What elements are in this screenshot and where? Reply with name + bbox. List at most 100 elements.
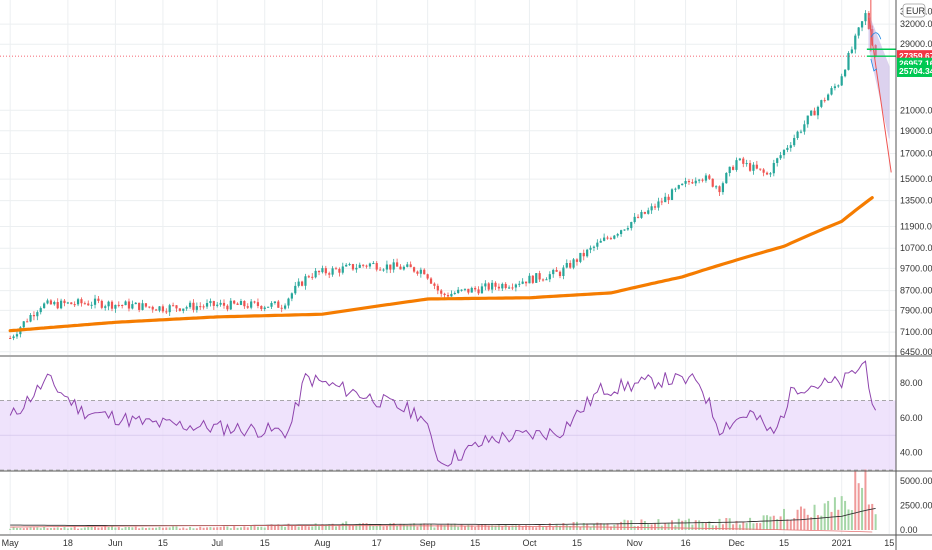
candle-body [487,283,490,290]
candle-body [813,110,816,116]
candle-body [131,304,134,309]
candle-body [192,302,195,310]
candle-body [277,301,280,308]
candle-body [345,264,348,267]
candle-body [463,288,467,290]
candle-body [572,259,575,268]
candle-body [715,186,718,188]
volume-tick-label: 2500.00 [900,500,932,510]
candle-body [477,289,480,294]
candle-body [250,301,253,308]
candle-body [511,287,514,289]
candle-body [728,166,731,173]
time-tick-label: 15 [470,538,480,548]
candle-body [304,276,307,286]
candle-body [755,164,758,169]
candle-body [850,49,853,53]
candle-body [779,155,782,159]
time-tick-label: 16 [681,538,691,548]
candle-body [395,262,399,267]
moving-average-line [8,196,874,333]
candle-body [772,162,775,174]
candle-body [565,262,568,268]
candle-body [151,306,154,310]
price-tick-label: 15000.00 [900,174,932,184]
candle-body [579,252,582,262]
candle-body [365,265,368,267]
price-axes[interactable]: 32000.00 29000.00 21000.00 19000.00 17000.00… [900,3,932,535]
candle-body [46,300,49,304]
price-tick-label: 7900.00 [900,305,932,315]
candle-body [348,264,351,266]
rsi-line [9,360,877,467]
current-price-label: 27359.67 [899,51,932,61]
candle-body [687,181,691,183]
candle-body [182,308,185,311]
candle-body [830,88,833,95]
candle-body [15,334,19,337]
candle-body [73,304,76,306]
candle-body [769,173,772,175]
candle-body [599,240,602,243]
candle-body [236,303,239,305]
volume-signal-path [10,525,873,533]
price-tick-label: 29000.00 [900,39,932,49]
candle-body [59,300,63,309]
candle-body [283,305,287,309]
candle-body [379,269,382,271]
candle-body [155,309,158,311]
candle-body [229,300,232,310]
candle-body [246,306,249,308]
candle-body [165,311,168,313]
candle-body [474,287,477,290]
candle-body [684,181,687,184]
candle-body [507,287,511,289]
drawing-tools[interactable] [0,0,896,173]
price-tick-label: 21000.00 [900,105,932,115]
candle-body [806,115,809,125]
candle-body [704,175,708,181]
candle-body [759,168,762,170]
candle-body [569,262,572,268]
candlestick-series [9,10,877,341]
candle-body [290,293,293,299]
candle-body [127,301,131,309]
candle-body [609,238,613,240]
candle-body [253,301,256,303]
candle-body [66,302,69,304]
rsi-band [0,400,896,471]
candle-body [324,268,327,274]
candle-body [501,283,504,289]
candle-body [796,131,799,138]
candle-body [273,301,277,303]
candle-body [440,290,443,294]
candle-body [243,301,246,307]
candle-body [97,298,100,301]
candle-body [711,178,714,187]
candle-body [121,305,124,307]
candle-body [562,267,565,277]
time-axis[interactable]: May 18 Jun 15 Jul 15 Aug 17 Sep 15 Oct 15 Nov 16 Dec 15… [2,538,895,548]
candle-body [53,302,56,305]
candle-body [664,196,667,203]
candle-body [110,301,114,309]
candle-body [12,336,15,339]
candle-body [799,131,803,133]
candle-body [708,175,711,179]
candle-body [453,292,456,294]
candle-body [538,273,541,280]
candle-body [311,276,314,278]
candle-body [633,216,636,223]
candle-body [402,266,405,270]
candle-body [355,267,358,270]
candle-body [786,147,789,150]
price-tick-label: 10700.00 [900,243,932,253]
candle-body [433,283,436,286]
price-tick-label: 13500.00 [900,196,932,206]
candle-body [650,206,653,211]
candle-body [287,298,290,306]
candle-body [362,264,365,266]
candle-body [589,247,592,250]
